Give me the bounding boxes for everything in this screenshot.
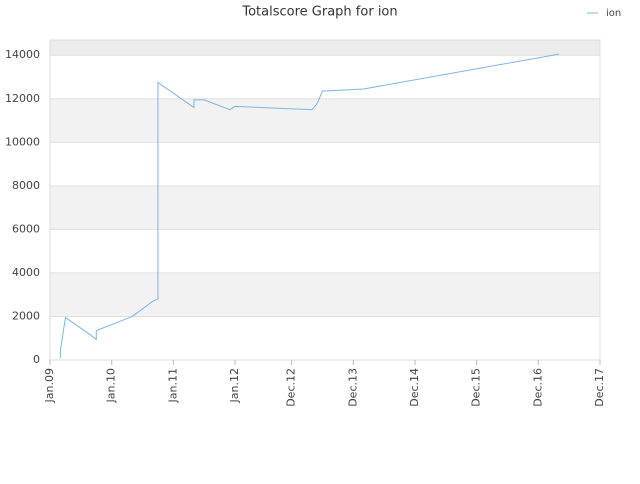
x-tick-label: Jan.11: [166, 368, 179, 403]
grid-band: [50, 272, 600, 317]
x-tick-label: Jan.12: [228, 368, 241, 403]
plot-border: [49, 39, 601, 361]
grid-band: [50, 316, 600, 360]
x-tick-label: Jan.10: [105, 368, 118, 403]
x-tick-label: Dec.17: [593, 368, 606, 407]
grid-band: [50, 142, 600, 186]
y-tick-label: 0: [33, 353, 40, 366]
x-tick-label: Dec.12: [285, 368, 298, 407]
legend-label: ion: [606, 8, 621, 19]
grid-band: [50, 98, 600, 143]
y-tick-label: 14000: [5, 48, 40, 61]
x-tick-label: Dec.16: [531, 368, 544, 407]
chart-title: Totalscore Graph for ion: [241, 5, 397, 20]
y-tick-label: 10000: [5, 135, 40, 148]
y-tick-label: 2000: [12, 309, 40, 322]
x-tick-label: Dec.13: [346, 368, 359, 407]
x-tick-label: Dec.15: [470, 368, 483, 407]
plot-top-band: [50, 40, 600, 56]
y-tick-label: 4000: [12, 266, 40, 279]
data-line: [59, 53, 559, 358]
x-tick-label: Dec.14: [408, 368, 421, 407]
grid-band: [50, 229, 600, 273]
y-tick-label: 8000: [12, 179, 40, 192]
grid-band: [50, 185, 600, 230]
y-tick-label: 12000: [5, 92, 40, 105]
x-tick-label: Jan.09: [43, 368, 56, 403]
y-tick-label: 6000: [12, 222, 40, 235]
